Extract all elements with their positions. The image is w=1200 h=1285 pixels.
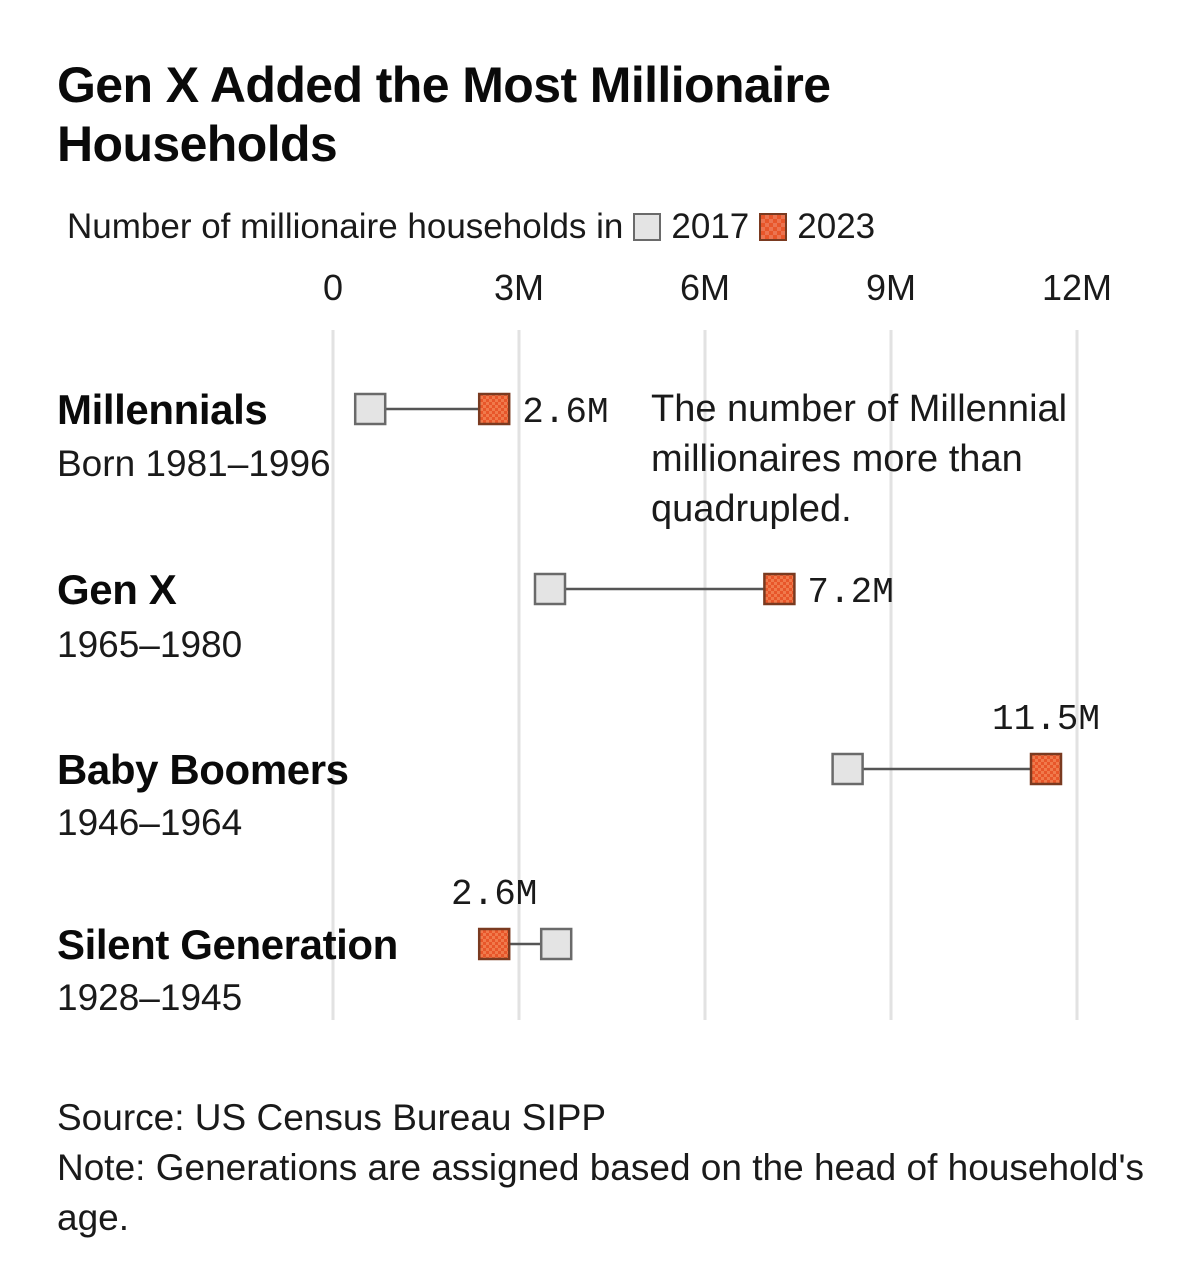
legend-label-2017: 2017 (671, 207, 750, 246)
generation-name: Silent Generation (57, 921, 398, 968)
generation-years: Born 1981–1996 (57, 443, 331, 484)
marker-2023 (477, 392, 511, 426)
marker-2023 (1029, 752, 1063, 786)
legend-item-2023: 2023 (759, 205, 875, 249)
chart-subtitle: Number of millionaire households in 2017… (67, 205, 875, 249)
legend-item-2017: 2017 (633, 205, 749, 249)
x-tick-label: 9M (866, 267, 916, 308)
row-baby-boomers: Baby Boomers 1946–1964 11.5M (57, 699, 1100, 843)
x-axis-ticks: 0 3M 6M 9M 12M (323, 267, 1112, 308)
subtitle-text: Number of millionaire households in (67, 207, 624, 246)
marker-2017 (533, 572, 567, 606)
note-text: Note: Generations are assigned based on … (57, 1147, 1145, 1238)
chart-title: Gen X Added the Most Millionaire Househo… (57, 57, 831, 172)
marker-2023 (477, 927, 511, 961)
x-tick-label: 3M (494, 267, 544, 308)
x-tick-label: 0 (323, 267, 343, 308)
gridlines (331, 330, 1079, 1020)
source-text: Source: US Census Bureau SIPP (57, 1097, 607, 1138)
chart-footer: Source: US Census Bureau SIPP Note: Gene… (57, 1093, 1157, 1243)
value-label-2023: 7.2M (807, 572, 893, 613)
marker-2017 (539, 927, 573, 961)
legend-label-2023: 2023 (797, 207, 876, 246)
chart-rows: Millennials Born 1981–1996 2.6M Gen X 1965–1… (57, 386, 1100, 1018)
legend-swatch-2023 (759, 213, 788, 241)
row-millennials: Millennials Born 1981–1996 2.6M (57, 386, 609, 484)
legend-swatch-2017 (633, 213, 662, 241)
marker-2023 (763, 572, 796, 606)
row-gen-x: Gen X 1965–1980 7.2M (57, 566, 894, 665)
value-label-2023: 11.5M (992, 699, 1100, 740)
generation-name: Millennials (57, 386, 267, 433)
millennials-annotation: The number of Millennial millionaires mo… (651, 388, 1068, 530)
generation-years: 1946–1964 (57, 802, 242, 843)
generation-years: 1928–1945 (57, 977, 242, 1018)
value-label-2023: 2.6M (451, 874, 537, 915)
marker-2017 (831, 752, 864, 786)
x-tick-label: 12M (1042, 267, 1112, 308)
value-label-2023: 2.6M (522, 392, 608, 433)
row-silent-generation: Silent Generation 1928–1945 2.6M (57, 874, 573, 1018)
dot-range-chart: 0 3M 6M 9M 12M Millennials Born 1981–1996 2.6M… (57, 267, 1112, 1020)
marker-2017 (353, 392, 387, 426)
generation-years: 1965–1980 (57, 624, 242, 665)
x-tick-label: 6M (680, 267, 730, 308)
generation-name: Baby Boomers (57, 746, 349, 793)
generation-name: Gen X (57, 566, 177, 613)
